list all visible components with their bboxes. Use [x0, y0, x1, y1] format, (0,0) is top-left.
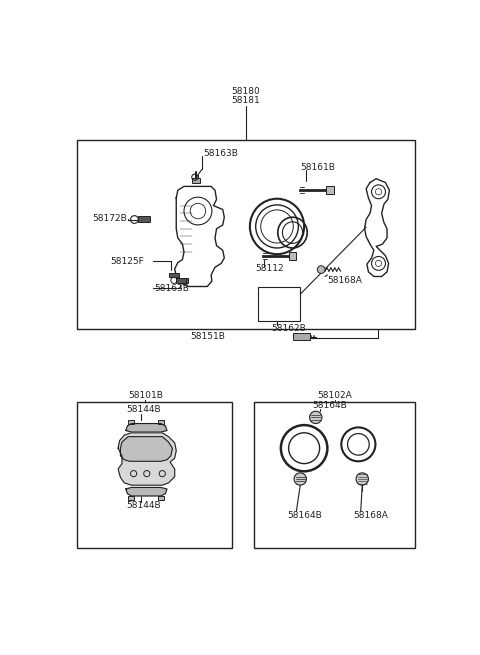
Bar	[128, 496, 134, 500]
Text: 58161B: 58161B	[300, 162, 335, 172]
Text: 58144B: 58144B	[126, 502, 160, 510]
Circle shape	[294, 473, 306, 485]
Bar	[292, 333, 310, 341]
Text: 58162B: 58162B	[271, 324, 306, 333]
Circle shape	[310, 411, 322, 424]
Bar	[77, 140, 415, 329]
Polygon shape	[126, 487, 167, 496]
Bar	[179, 278, 188, 283]
Text: 58112: 58112	[255, 264, 284, 273]
Text: 58180: 58180	[232, 87, 260, 96]
Polygon shape	[118, 433, 176, 485]
Bar	[258, 286, 300, 321]
Bar	[326, 187, 334, 194]
Bar	[176, 278, 186, 283]
Text: 58163B: 58163B	[204, 149, 238, 158]
Bar	[137, 216, 150, 222]
Bar	[157, 420, 164, 424]
Text: 58163B: 58163B	[155, 284, 190, 293]
Text: 58101B: 58101B	[128, 391, 163, 400]
Bar	[254, 402, 415, 548]
Polygon shape	[126, 424, 167, 432]
Bar	[128, 420, 134, 424]
Polygon shape	[120, 437, 172, 461]
Text: 58144B: 58144B	[126, 405, 160, 414]
Text: 58172B: 58172B	[93, 214, 127, 223]
Text: 58164B: 58164B	[312, 402, 347, 410]
Bar	[77, 402, 232, 548]
Text: 58164B: 58164B	[287, 512, 322, 521]
Circle shape	[356, 473, 369, 485]
Text: 58151B: 58151B	[190, 332, 225, 341]
Bar	[169, 272, 179, 277]
Text: 58102A: 58102A	[318, 391, 352, 400]
Bar	[157, 496, 164, 500]
Circle shape	[317, 266, 325, 273]
Bar	[288, 252, 296, 259]
Text: 58181: 58181	[232, 96, 260, 105]
Text: 58168A: 58168A	[353, 512, 388, 521]
Text: 58168A: 58168A	[327, 276, 362, 285]
Bar	[192, 178, 200, 183]
Text: 58125F: 58125F	[110, 257, 144, 265]
